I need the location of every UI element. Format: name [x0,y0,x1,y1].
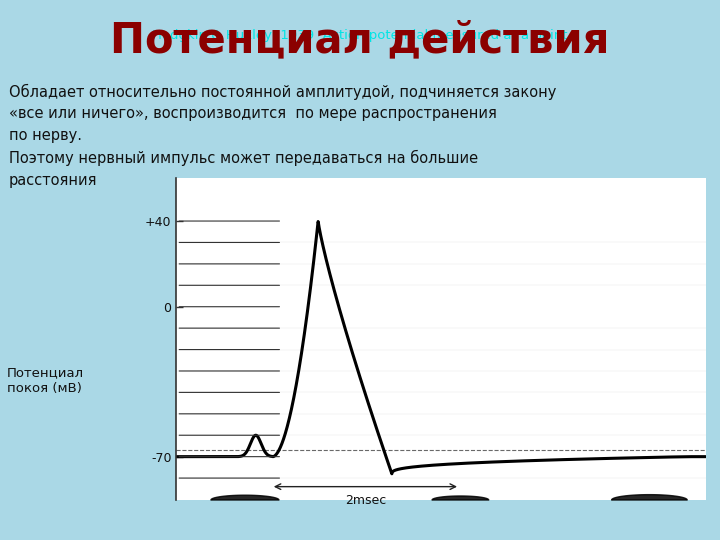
Text: Hodgkin & Huxley, 1939  Action potential measured at a point: Hodgkin & Huxley, 1939 Action potential … [152,29,568,42]
Text: Потенциал
покоя (мВ): Потенциал покоя (мВ) [7,367,84,395]
Text: Обладает относительно постоянной амплитудой, подчиняется закону
«все или ничего»: Обладает относительно постоянной амплиту… [9,84,556,188]
Text: Потенциал действия: Потенциал действия [110,19,610,62]
Text: 2msec: 2msec [345,494,386,507]
